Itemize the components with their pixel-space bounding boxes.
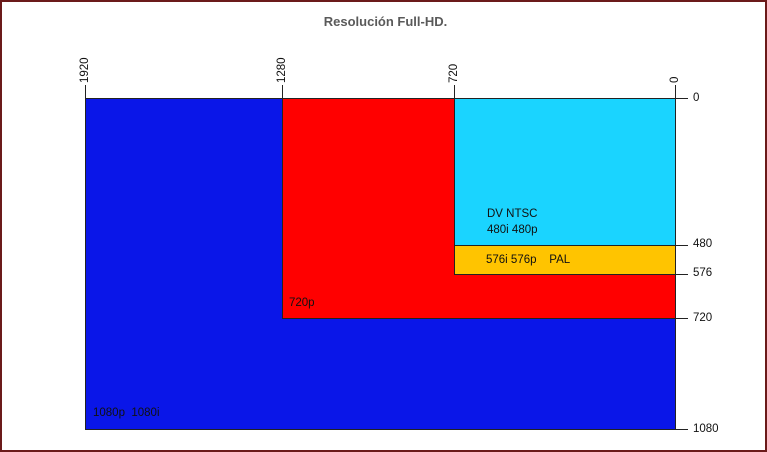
label-1080: 1080p 1080i — [93, 407, 160, 419]
x-tick-1280: 1280 — [276, 57, 288, 83]
label-720p: 720p — [289, 297, 315, 309]
y-tickline-720 — [676, 318, 688, 319]
label-dv-ntsc: DV NTSC — [487, 208, 538, 220]
y-tickline-480 — [676, 245, 688, 246]
x-tickline-720 — [454, 85, 455, 98]
y-tickline-576 — [676, 274, 688, 275]
y-tick-1080: 1080 — [693, 423, 719, 435]
diagram-title: Resolución Full-HD. — [323, 14, 448, 29]
label-480i-480p: 480i 480p — [487, 224, 538, 236]
y-tick-576: 576 — [693, 267, 713, 279]
x-tick-720: 720 — [448, 63, 460, 83]
y-tickline-1080 — [676, 429, 688, 430]
x-tickline-1280 — [282, 85, 283, 98]
y-tickline-0 — [676, 98, 688, 99]
x-tickline-1920 — [85, 85, 86, 98]
label-576-pal: 576i 576p PAL — [486, 254, 571, 266]
y-tick-720: 720 — [693, 312, 713, 324]
y-tick-0: 0 — [693, 92, 700, 104]
x-tick-1920: 1920 — [79, 57, 91, 83]
y-tick-480: 480 — [693, 238, 713, 250]
region-480 — [454, 98, 676, 246]
x-tickline-0 — [675, 85, 676, 98]
x-tick-0: 0 — [669, 76, 681, 83]
